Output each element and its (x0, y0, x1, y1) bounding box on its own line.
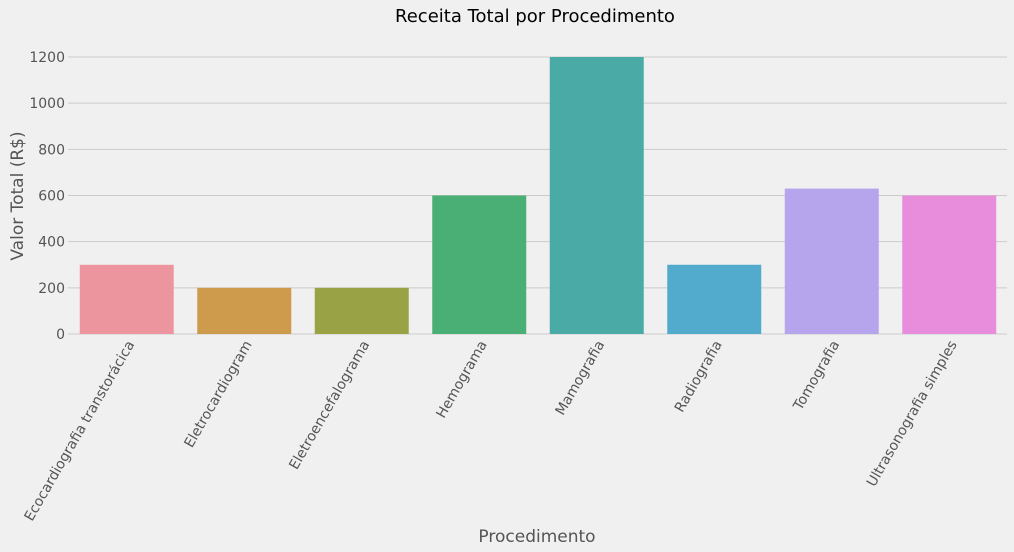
x-tick-label: Eletrocardiogram (181, 338, 255, 451)
bar (79, 264, 174, 334)
y-tick-label: 400 (38, 235, 65, 251)
x-tick-label: Ultrasonografia simples (864, 338, 961, 490)
y-tick-label: 0 (56, 327, 65, 343)
x-tick-label: Hemograma (433, 338, 490, 421)
bar (667, 264, 762, 334)
x-tick-label: Mamografia (553, 338, 609, 418)
bar (314, 287, 409, 334)
y-tick-label: 1000 (29, 96, 65, 112)
bar (432, 195, 527, 334)
y-tick-label: 600 (38, 189, 65, 205)
y-tick-labels: 0 200 400 600 800 1000 1200 (29, 50, 65, 343)
y-tick-label: 800 (38, 142, 65, 158)
x-tick-labels: Ecocardiografia transtorácica Eletrocardi… (22, 338, 961, 524)
bar (549, 57, 644, 334)
x-axis-label: Procedimento (478, 527, 595, 547)
y-tick-label: 200 (38, 281, 65, 297)
bar (197, 287, 292, 334)
y-axis-label: Valor Total (R$) (8, 131, 28, 260)
x-tick-label: Ecocardiografia transtorácica (22, 338, 139, 524)
x-tick-label: Tomografia (790, 338, 843, 414)
y-tick-label: 1200 (29, 50, 65, 66)
bar (784, 188, 879, 334)
bars (79, 57, 997, 334)
x-tick-label: Eletroencefalograma (286, 338, 373, 472)
x-tick-label: Radiografia (672, 338, 726, 415)
bar (902, 195, 997, 334)
chart-title: Receita Total por Procedimento (395, 6, 675, 27)
